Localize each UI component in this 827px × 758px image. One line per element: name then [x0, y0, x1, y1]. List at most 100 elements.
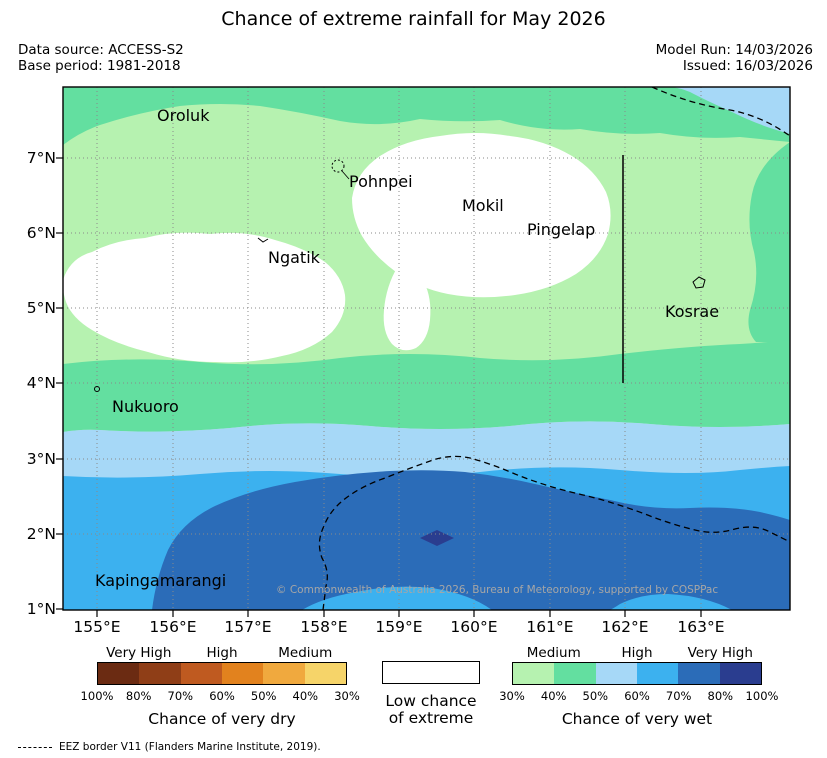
wet-colorbar-segment: [595, 663, 637, 684]
wet-label-very-high: Very High: [687, 645, 753, 661]
place-label-kapingamarangi: Kapingamarangi: [95, 571, 226, 590]
dry-colorbar-segment: [263, 663, 305, 684]
lat-label: 4°N: [27, 374, 56, 392]
ngatik-island-mark: [257, 237, 269, 243]
latitude-labels: 7°N 6°N 5°N 4°N 3°N 2°N 1°N: [27, 149, 56, 618]
dry-caption: Chance of very dry: [148, 710, 296, 728]
lat-label: 2°N: [27, 525, 56, 543]
lon-label: 160°E: [450, 618, 497, 636]
dry-tick: 60%: [209, 689, 235, 703]
wet-tick: 100%: [745, 689, 779, 703]
region-green-right-strip: [748, 142, 790, 342]
dry-tick: 70%: [167, 689, 194, 703]
wet-label-medium: Medium: [526, 645, 581, 661]
lat-label: 3°N: [27, 450, 56, 468]
region-white-pohnpei: [352, 133, 611, 298]
lon-label: 159°E: [375, 618, 422, 636]
longitude-labels: 155°E 156°E 157°E 158°E 159°E 160°E 161°…: [73, 618, 724, 636]
model-run-text: Model Run: 14/03/2026: [655, 42, 813, 58]
legend-dry: Very High High Medium 100% 80% 70% 60% 5…: [81, 645, 360, 728]
wet-tick: 80%: [707, 689, 734, 703]
lon-label: 155°E: [73, 618, 120, 636]
low-caption-line2: of extreme: [388, 709, 474, 727]
legend-low: Low chance of extreme: [370, 661, 492, 727]
region-green-4n-band: [63, 340, 790, 432]
place-labels: Oroluk Pohnpei Mokil Pingelap Ngatik Kos…: [95, 106, 719, 590]
dry-colorbar-segment: [139, 663, 181, 684]
region-darkblue: [152, 470, 790, 610]
wet-label-high: High: [621, 645, 653, 661]
place-label-pingelap: Pingelap: [527, 220, 595, 239]
footer-note: EEZ border V11 (Flanders Marine Institut…: [18, 741, 321, 753]
lat-label: 5°N: [27, 299, 56, 317]
map-border: [62, 86, 791, 611]
lat-label: 7°N: [27, 149, 56, 167]
lat-label: 6°N: [27, 224, 56, 242]
dry-label-very-high: Very High: [106, 645, 172, 661]
wet-caption: Chance of very wet: [561, 710, 713, 728]
place-label-mokil: Mokil: [462, 196, 504, 215]
copyright-text: © Commonwealth of Australia 2026, Bureau…: [276, 584, 718, 596]
legend-wet: Medium High Very High 30% 40% 50% 60% 70…: [499, 645, 778, 728]
data-source-text: Data source: ACCESS-S2: [18, 42, 184, 58]
place-label-ngatik: Ngatik: [268, 248, 321, 267]
page-title: Chance of extreme rainfall for May 2026: [221, 8, 606, 30]
issued-text: Issued: 16/03/2026: [682, 58, 813, 74]
wet-tick: 40%: [540, 689, 567, 703]
dry-tick: 100%: [80, 689, 114, 703]
wet-colorbar-segment: [513, 663, 555, 684]
dry-colorbar-segment: [180, 663, 222, 684]
eez-border-northeast: [651, 87, 790, 137]
dry-tick: 80%: [125, 689, 152, 703]
forecast-map: Oroluk Pohnpei Mokil Pingelap Ngatik Kos…: [27, 86, 791, 636]
dry-colorbar-segment: [304, 663, 346, 684]
dry-category-labels: Very High High Medium: [97, 645, 347, 662]
pohnpei-island-outline: [331, 159, 345, 173]
lon-label: 157°E: [224, 618, 271, 636]
place-label-pohnpei: Pohnpei: [349, 172, 413, 191]
eez-note-text: EEZ border V11 (Flanders Marine Institut…: [59, 741, 321, 753]
dry-tick-labels: 100% 80% 70% 60% 50% 40% 30%: [81, 685, 360, 704]
eez-dash-sample: [18, 746, 52, 748]
place-label-oroluk: Oroluk: [157, 106, 210, 125]
place-label-kosrae: Kosrae: [665, 302, 719, 321]
island-marks: [94, 159, 706, 392]
lon-label: 158°E: [300, 618, 347, 636]
wet-tick: 70%: [665, 689, 692, 703]
dry-tick: 50%: [250, 689, 277, 703]
wet-tick: 30%: [499, 689, 525, 703]
axis-ticks: [56, 157, 702, 617]
lat-label: 1°N: [27, 600, 56, 618]
dry-tick: 40%: [292, 689, 319, 703]
dry-colorbar: [97, 662, 347, 685]
low-chance-box: [382, 661, 480, 684]
wet-colorbar-segment: [678, 663, 720, 684]
lon-label: 156°E: [149, 618, 196, 636]
kosrae-island-outline: [692, 276, 706, 289]
wet-tick-labels: 30% 40% 50% 60% 70% 80% 100%: [499, 685, 778, 704]
dry-tick: 30%: [334, 689, 360, 703]
lon-label: 163°E: [677, 618, 724, 636]
wet-colorbar-segment: [719, 663, 761, 684]
region-navy-diamond: [420, 530, 454, 546]
dry-label-high: High: [206, 645, 238, 661]
lon-label: 162°E: [601, 618, 648, 636]
nukuoro-island-mark: [94, 386, 100, 392]
wet-category-labels: Medium High Very High: [512, 645, 762, 662]
wet-tick: 50%: [582, 689, 609, 703]
dry-colorbar-segment: [98, 663, 140, 684]
wet-tick: 60%: [624, 689, 650, 703]
header-left: Data source: ACCESS-S2 Base period: 1981…: [18, 42, 184, 74]
place-label-nukuoro: Nukuoro: [112, 397, 179, 416]
wet-colorbar: [512, 662, 762, 685]
header-right: Model Run: 14/03/2026 Issued: 16/03/2026: [656, 42, 813, 74]
region-white-ngatik: [63, 232, 346, 363]
dry-label-medium: Medium: [278, 645, 333, 661]
lon-label: 161°E: [526, 618, 573, 636]
region-green-top-band: [63, 87, 790, 145]
pohnpei-leader-line: [341, 170, 350, 180]
wet-colorbar-segment: [554, 663, 596, 684]
low-caption-line1: Low chance: [385, 692, 477, 710]
wet-colorbar-segment: [636, 663, 679, 684]
